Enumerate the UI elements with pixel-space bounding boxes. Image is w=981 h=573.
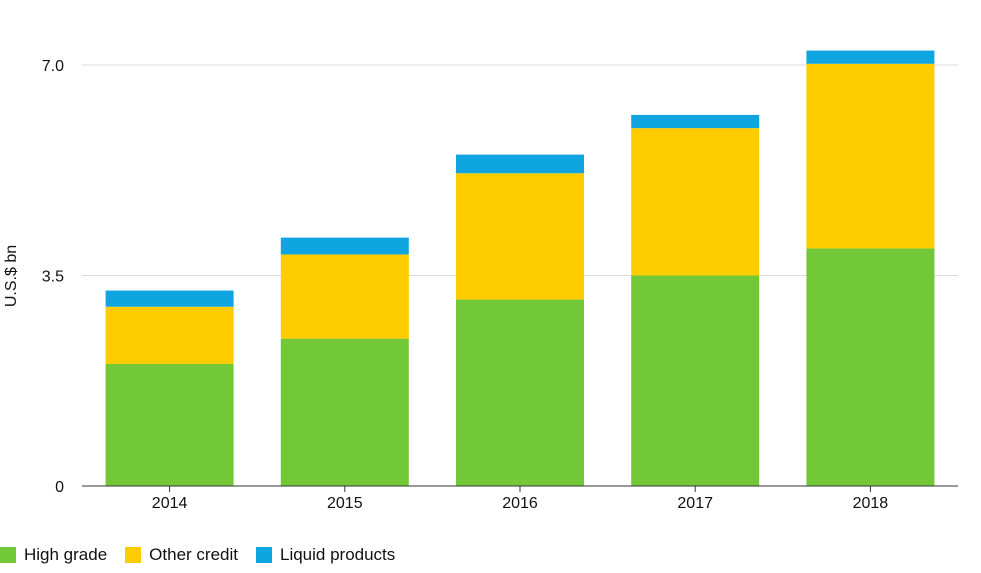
legend-label-liquid-products: Liquid products (279, 545, 396, 564)
x-tick-label-2014: 2014 (152, 495, 188, 512)
bar-high-grade-2018 (806, 248, 935, 486)
bar-liquid-products-2014 (105, 290, 234, 307)
x-tick-label-2018: 2018 (853, 495, 889, 512)
legend-label-high-grade: High grade (24, 545, 108, 564)
bar-high-grade-2017 (631, 275, 760, 486)
bar-layer (105, 50, 935, 486)
bar-high-grade-2016 (456, 299, 584, 486)
axis-layer: 0 3.5 7.0 2014 2015 2016 2017 2018 (42, 58, 958, 512)
bar-other-credit-2014 (105, 306, 234, 364)
legend: High grade Other credit Liquid products (0, 545, 413, 565)
legend-swatch-high-grade (0, 547, 16, 563)
legend-swatch-other-credit (125, 547, 142, 563)
x-tick-label-2015: 2015 (327, 495, 363, 512)
x-tick-label-2017: 2017 (677, 495, 713, 512)
bar-other-credit-2018 (806, 63, 935, 249)
bar-high-grade-2015 (280, 338, 409, 486)
legend-item-other-credit: Other credit (125, 545, 238, 565)
legend-label-other-credit: Other credit (149, 545, 238, 564)
bar-liquid-products-2017 (631, 114, 760, 129)
bar-other-credit-2017 (631, 128, 760, 276)
legend-item-liquid-products: Liquid products (255, 545, 396, 565)
y-tick-label-0: 0 (55, 479, 64, 496)
legend-item-high-grade: High grade (0, 545, 107, 565)
x-tick-label-2016: 2016 (502, 495, 538, 512)
y-tick-label-3-5: 3.5 (42, 269, 64, 286)
bar-liquid-products-2016 (456, 154, 584, 174)
bar-other-credit-2015 (280, 254, 409, 339)
bar-liquid-products-2015 (280, 237, 409, 255)
chart-plot: 0 3.5 7.0 2014 2015 2016 2017 2018 U.S.$ bn (3, 50, 958, 512)
y-tick-label-7-0: 7.0 (42, 58, 64, 75)
bar-other-credit-2016 (456, 173, 584, 300)
legend-swatch-liquid-products (255, 547, 272, 563)
bar-high-grade-2014 (105, 363, 234, 486)
y-axis-label: U.S.$ bn (3, 245, 20, 307)
bar-liquid-products-2018 (806, 50, 935, 64)
